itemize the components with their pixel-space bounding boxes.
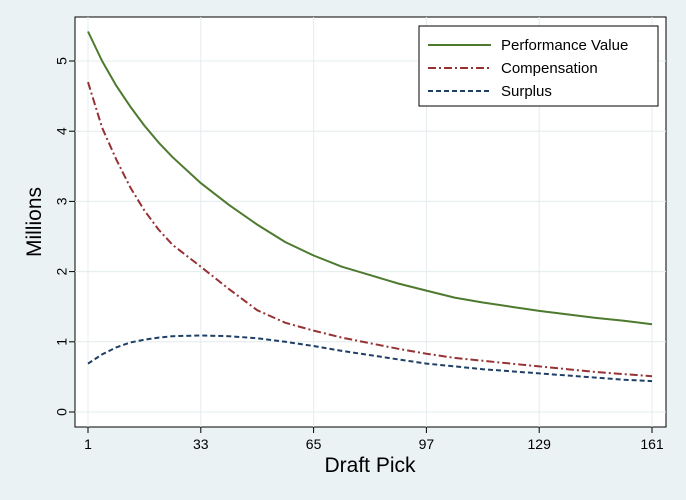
legend-label: Performance Value — [501, 37, 628, 54]
y-tick-label: 3 — [54, 197, 70, 205]
x-tick-label: 33 — [193, 436, 209, 452]
y-tick-label: 4 — [54, 127, 70, 135]
series-layer — [87, 31, 653, 383]
series-line-surplus — [87, 334, 653, 383]
y-tick-label: 1 — [54, 338, 70, 346]
legend-box — [418, 25, 659, 107]
legend-label: Surplus — [501, 83, 552, 100]
y-tick-label: 2 — [54, 267, 70, 275]
x-axis: 1 33 65 97 129 161 — [84, 427, 664, 452]
y-tick-label: 5 — [54, 57, 70, 65]
x-axis-title: Draft Pick — [324, 454, 416, 477]
y-tick-label: 0 — [54, 408, 70, 416]
x-tick-label: 161 — [640, 436, 664, 452]
legend-label: Compensation — [501, 60, 598, 77]
x-tick-label: 129 — [528, 436, 552, 452]
legend: Performance Value Compensation Surplus — [418, 25, 659, 107]
y-axis: 0 1 2 3 4 5 — [54, 57, 75, 416]
x-tick-label: 1 — [84, 436, 92, 452]
x-tick-label: 97 — [419, 436, 435, 452]
y-axis-title: Millions — [23, 187, 46, 257]
x-tick-label: 65 — [306, 436, 322, 452]
series-line-performance-value — [87, 31, 653, 326]
